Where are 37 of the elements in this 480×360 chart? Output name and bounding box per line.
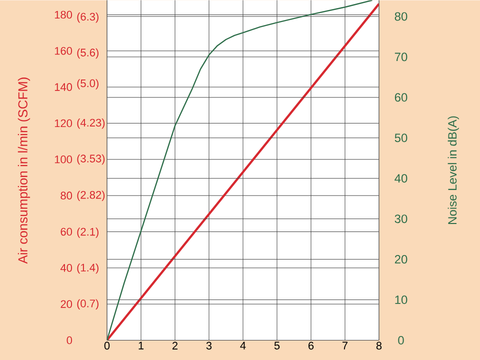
y3-tick-label: (2.82)	[77, 190, 105, 201]
x-tick-label: 1	[138, 342, 144, 350]
x-tick-label: 0	[104, 342, 110, 350]
y2-tick-label: 80	[394, 12, 408, 21]
y-tick-label: 120	[54, 119, 72, 127]
y-tick-label: 140	[54, 83, 72, 91]
x-tick-label: 7	[342, 342, 348, 350]
y2-tick-label: 60	[394, 93, 408, 102]
y-tick-label: 80	[60, 192, 72, 200]
y-tick-label: 160	[54, 46, 72, 55]
y3-tick-label: (3.53)	[77, 154, 105, 164]
y-axis-title: Air consumption in l/min (SCFM)	[18, 77, 30, 264]
x-tick-label: 8	[376, 342, 382, 350]
y-tick-label: 40	[60, 264, 72, 272]
y3-tick-label: (2.1)	[77, 227, 98, 238]
y2-axis-title: Noise Level in dB(A)	[448, 116, 459, 224]
y3-tick-label: (6.3)	[77, 12, 98, 23]
y-tick-label: 180	[54, 10, 72, 18]
y2-tick-label: 50	[394, 134, 408, 142]
x-tick-label: 6	[308, 342, 314, 350]
y2-tick-label: 20	[394, 254, 408, 264]
y3-tick-label: (0.7)	[77, 299, 98, 310]
y2-tick-label: 70	[394, 52, 408, 62]
y3-tick-label: (5.6)	[77, 48, 98, 58]
y3-tick-label: (1.4)	[77, 263, 98, 274]
y3-tick-label: (4.23)	[77, 118, 105, 129]
x-tick-label: 2	[172, 342, 178, 350]
y2-tick-label: 40	[394, 174, 408, 182]
y-tick-label: 20	[60, 300, 72, 308]
x-tick-label: 5	[274, 342, 280, 350]
y2-tick-label: 30	[394, 214, 408, 223]
x-tick-label: 3	[206, 342, 212, 350]
y2-tick-label: 10	[395, 295, 408, 304]
y-tick-label: 100	[54, 155, 72, 164]
y3-tick-label: (5.0)	[77, 78, 98, 90]
y-tick-label: 60	[60, 228, 72, 236]
x-tick-label: 4	[240, 342, 246, 350]
